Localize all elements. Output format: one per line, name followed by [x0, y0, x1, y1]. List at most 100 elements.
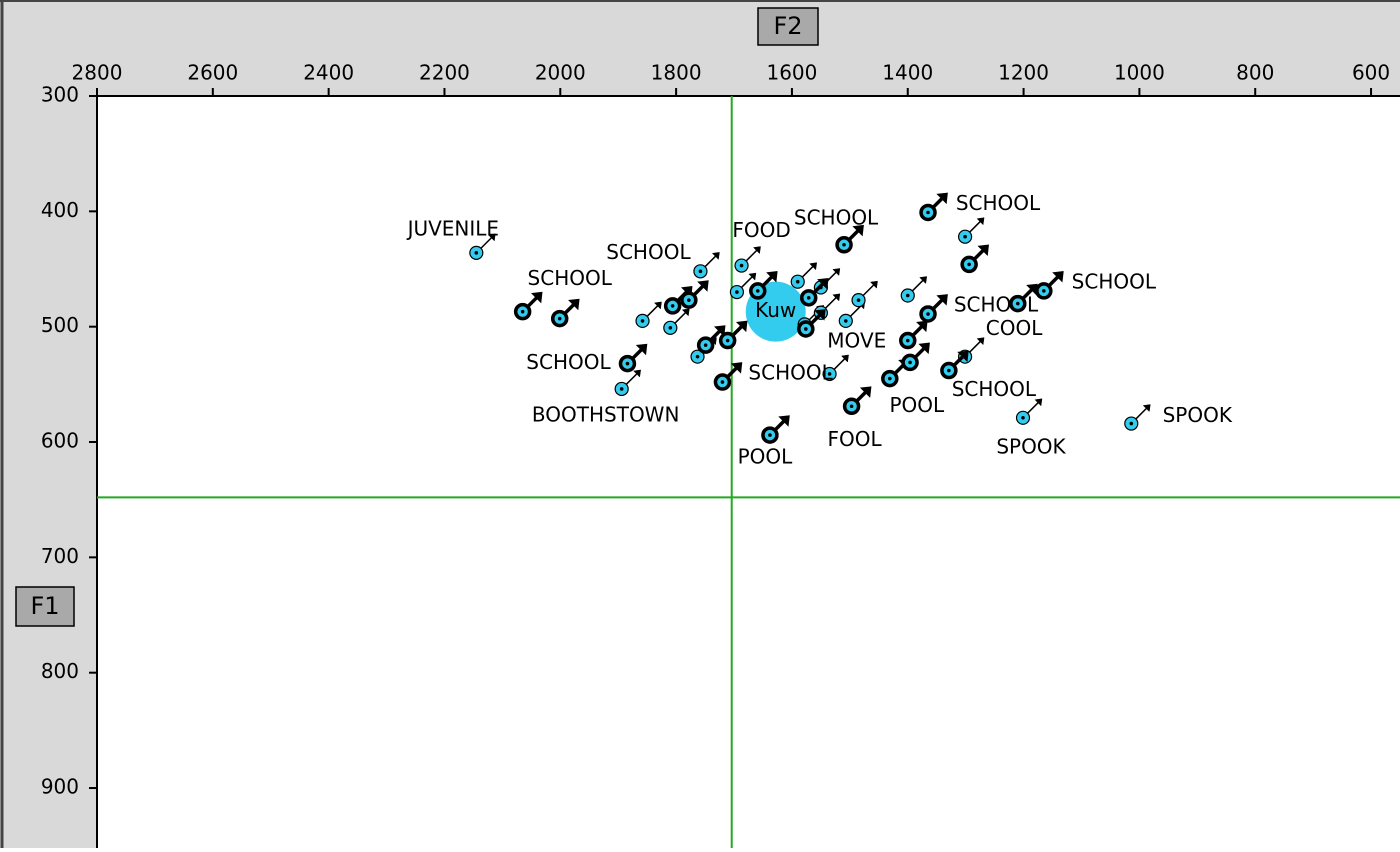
x-tick-label: 1200 — [998, 61, 1049, 85]
data-point-center — [755, 289, 760, 293]
point-label: SCHOOL — [606, 240, 691, 264]
y-tick-label: 700 — [41, 544, 79, 568]
data-point-center — [804, 327, 808, 331]
data-point-center — [670, 304, 675, 308]
x-tick-label: 2800 — [72, 61, 123, 85]
x-tick-label: 600 — [1352, 61, 1390, 85]
point-label: SCHOOL — [794, 205, 879, 229]
marker-arrowhead — [1052, 271, 1064, 283]
data-point-center — [888, 376, 892, 381]
data-point-center — [720, 380, 725, 384]
marker-arrowhead — [936, 192, 948, 205]
x-axis-label[interactable]: F2 — [773, 12, 802, 40]
y-axis-button[interactable] — [15, 586, 75, 627]
point-label: FOOL — [828, 427, 883, 451]
marker-arrowhead — [916, 320, 928, 333]
data-point-center — [905, 293, 910, 298]
data-point-center — [739, 263, 744, 268]
marker-arrowhead — [531, 291, 543, 304]
marker-arrowhead — [487, 233, 496, 242]
point-label: SCHOOL — [1072, 269, 1157, 293]
data-point-center — [806, 296, 811, 300]
point-label: BOOTHSTOWN — [532, 402, 680, 426]
plot-area — [97, 96, 1400, 848]
point-label: MOVE — [827, 328, 886, 352]
y-tick-label: 300 — [41, 83, 79, 107]
point-label: FOOD — [732, 218, 790, 242]
marker-arrowhead — [1142, 404, 1151, 413]
x-tick-label: 1000 — [1114, 61, 1165, 85]
marker-arrowhead — [1034, 398, 1043, 407]
data-point-center — [557, 316, 562, 321]
data-point-center — [1021, 415, 1025, 420]
point-label: POOL — [738, 445, 794, 469]
x-tick-label: 2000 — [535, 61, 586, 85]
marker-arrowhead — [653, 301, 662, 310]
data-point-center — [947, 368, 951, 373]
x-tick-label: 1600 — [766, 61, 817, 85]
marker-arrowhead — [809, 262, 818, 271]
x-tick-label: 800 — [1236, 61, 1274, 85]
centroid-label: Kuw — [755, 298, 796, 322]
data-point-center — [967, 262, 971, 267]
data-point-center — [520, 309, 525, 314]
marker-arrowhead — [852, 224, 864, 237]
data-point-center — [926, 312, 930, 316]
point-label: SCHOOL — [956, 191, 1041, 215]
y-axis-label[interactable]: F1 — [30, 592, 59, 620]
marker-arrowhead — [711, 252, 720, 260]
x-tick-label: 2400 — [303, 61, 354, 85]
point-label: SCHOOL — [528, 266, 613, 290]
y-tick-label: 900 — [41, 775, 79, 799]
marker-arrowhead — [714, 325, 726, 337]
marker-arrowhead — [832, 268, 841, 276]
data-point-center — [908, 360, 912, 365]
data-point-center — [849, 404, 854, 409]
marker-arrowhead — [736, 320, 748, 333]
x-axis-button[interactable] — [757, 7, 819, 46]
y-tick-label: 600 — [41, 429, 79, 453]
marker-arrowhead — [633, 369, 641, 378]
data-point-center — [735, 290, 739, 294]
marker-arrowhead — [936, 294, 948, 306]
marker-arrowhead — [918, 342, 930, 355]
point-label: SPOOK — [996, 434, 1066, 458]
data-point-center — [695, 354, 700, 359]
marker-arrowhead — [681, 308, 690, 317]
x-tick-label: 1800 — [651, 61, 702, 85]
data-point-center — [703, 343, 708, 347]
point-label: SCHOOL — [526, 350, 611, 374]
marker-arrowhead — [832, 293, 841, 302]
data-point-center — [625, 361, 630, 366]
marker-arrowhead — [870, 280, 878, 289]
data-point-center — [725, 338, 730, 343]
marker-arrowhead — [814, 309, 826, 321]
data-point-center — [698, 269, 703, 274]
x-tick-label: 2600 — [187, 61, 238, 85]
x-tick-label: 1400 — [882, 61, 933, 85]
point-label: SPOOK — [1163, 403, 1233, 427]
marker-arrowhead — [976, 337, 985, 346]
marker-arrowhead — [766, 271, 778, 283]
marker-arrowhead — [778, 415, 790, 427]
y-tick-label: 400 — [41, 198, 79, 222]
marker-arrowhead — [859, 386, 872, 398]
marker-arrowhead — [841, 354, 849, 363]
marker-arrowhead — [753, 246, 761, 255]
point-label: SCHOOL — [952, 377, 1037, 401]
data-point-center — [842, 242, 846, 247]
data-point-center — [687, 298, 691, 302]
point-label: JUVENILE — [406, 216, 500, 240]
marker-arrowhead — [748, 272, 757, 281]
marker-arrowhead — [977, 244, 989, 257]
data-point-center — [926, 210, 930, 215]
data-point-center — [1129, 421, 1134, 426]
marker-arrowhead — [635, 343, 648, 356]
data-point-center — [668, 326, 673, 330]
point-label: POOL — [889, 393, 945, 417]
data-point-center — [474, 251, 479, 255]
marker-arrowhead — [697, 280, 709, 292]
data-point-center — [905, 338, 910, 343]
data-point-center — [619, 387, 624, 391]
